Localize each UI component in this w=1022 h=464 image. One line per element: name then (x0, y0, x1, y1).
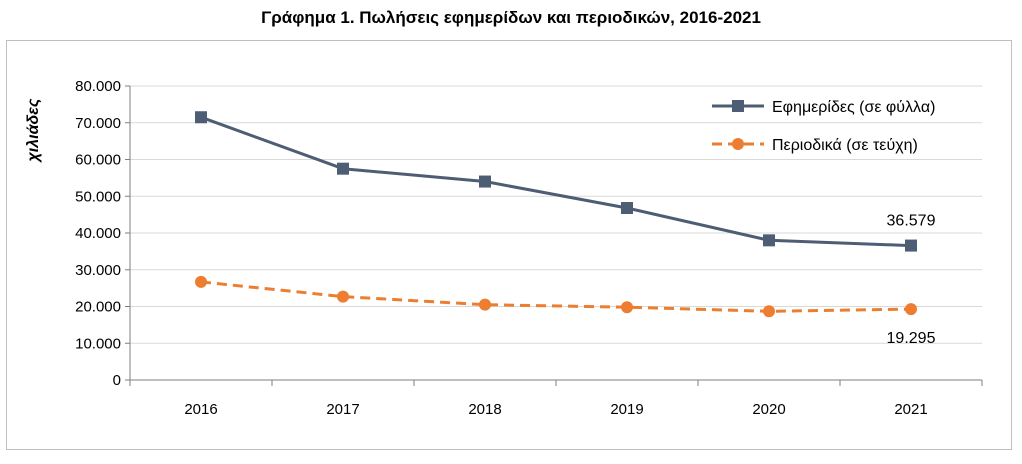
y-tick-label: 20.000 (75, 299, 121, 316)
legend-entry: Εφημερίδες (σε φύλλα) (772, 99, 935, 116)
data-point (479, 298, 491, 311)
y-tick-label: 40.000 (75, 225, 121, 242)
series-line-0 (200, 115, 912, 248)
x-tick-label: 2017 (326, 401, 359, 418)
series-line-1 (200, 280, 912, 313)
data-label: 19.295 (887, 330, 936, 347)
y-tick-label: 50.000 (75, 188, 121, 205)
y-tick-label: 0 (113, 372, 121, 389)
data-point (905, 303, 917, 316)
data-point (479, 175, 491, 188)
data-point (763, 234, 775, 247)
y-tick-label: 60.000 (75, 152, 121, 169)
y-tick-label: 80.000 (75, 78, 121, 95)
x-tick-label: 2019 (610, 401, 643, 418)
legend: Εφημερίδες (σε φύλλα) Περιοδικά (σε τεύχη… (712, 99, 935, 154)
data-labels: 36.579 19.295 (887, 213, 936, 348)
legend-marker (732, 138, 744, 150)
legend-marker (732, 100, 744, 112)
y-tick-label: 30.000 (75, 262, 121, 279)
x-tick-label: 2016 (184, 401, 217, 418)
data-point (195, 275, 207, 288)
data-point (905, 239, 917, 252)
data-point (621, 301, 633, 314)
data-point (337, 162, 349, 175)
y-axis-label: χιλιάδες (25, 98, 42, 163)
data-point (195, 111, 207, 124)
series-group (195, 111, 917, 318)
chart-title: Γράφημα 1. Πωλήσεις εφημερίδων και περιο… (261, 8, 761, 27)
legend-entry: Περιοδικά (σε τεύχη) (772, 137, 918, 154)
x-axis-ticks: 2016 2017 2018 2019 2020 2021 (129, 380, 983, 418)
y-tick-label: 70.000 (75, 115, 121, 132)
data-point (621, 202, 633, 215)
data-point (337, 290, 349, 303)
y-tick-label: 10.000 (75, 335, 121, 352)
x-tick-label: 2021 (894, 401, 927, 418)
chart-frame (6, 40, 1012, 450)
data-label: 36.579 (887, 213, 936, 230)
x-tick-label: 2020 (752, 401, 785, 418)
x-tick-label: 2018 (468, 401, 501, 418)
y-axis-ticks: 0 10.000 20.000 30.000 40.000 50.000 60.000 70.… (75, 78, 130, 389)
data-point (763, 305, 775, 318)
